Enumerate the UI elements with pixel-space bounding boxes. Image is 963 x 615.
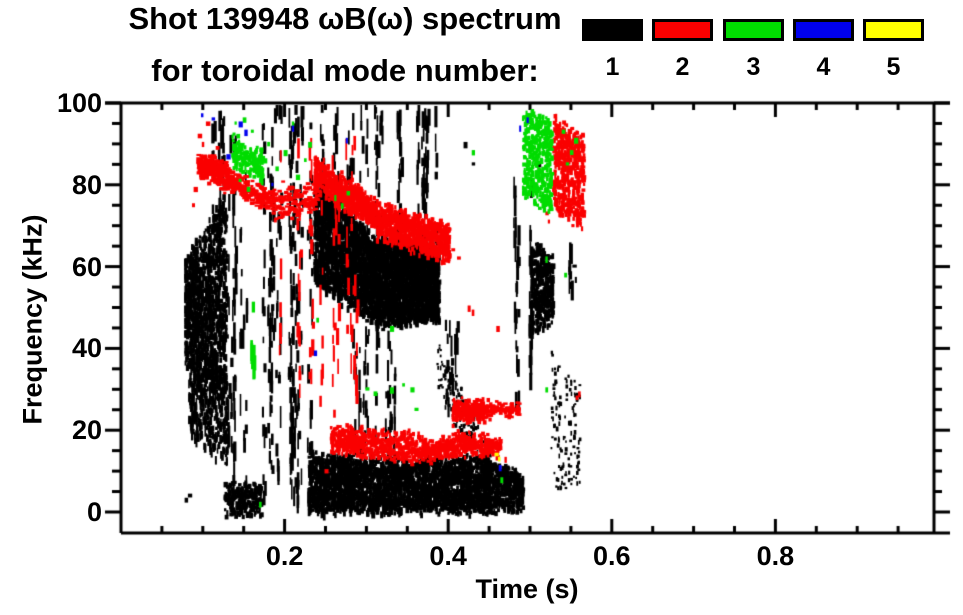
y-tick-label: 80 — [71, 169, 102, 200]
y-tick-label: 20 — [71, 415, 102, 446]
legend-swatch-mode-3 — [723, 19, 784, 41]
x-tick-label: 0.8 — [756, 541, 795, 571]
legend-swatch-mode-1 — [582, 19, 643, 41]
legend-swatch-mode-5 — [863, 19, 924, 41]
x-tick-label: 0.6 — [593, 541, 631, 571]
x-tick-label: 0.4 — [429, 541, 467, 571]
chart-title-line2: for toroidal mode number: — [151, 53, 539, 88]
legend-label-mode-2: 2 — [675, 53, 690, 81]
legend-label-mode-3: 3 — [746, 53, 761, 81]
y-axis-title: Frequency (kHz) — [17, 214, 48, 425]
legend-label-mode-5: 5 — [886, 53, 901, 81]
chart-title-line1: Shot 139948 ωB(ω) spectrum — [128, 1, 562, 36]
legend-label-mode-4: 4 — [816, 53, 831, 81]
x-tick-label: 0.2 — [265, 541, 304, 571]
y-tick-label: 60 — [71, 251, 102, 282]
y-tick-label: 40 — [71, 333, 102, 364]
y-tick-label: 100 — [56, 88, 102, 118]
legend-swatch-mode-2 — [652, 19, 713, 41]
legend-swatch-mode-4 — [793, 19, 854, 41]
y-tick-label: 0 — [86, 497, 102, 527]
legend-label-mode-1: 1 — [605, 53, 620, 81]
x-axis-title: Time (s) — [475, 574, 579, 604]
